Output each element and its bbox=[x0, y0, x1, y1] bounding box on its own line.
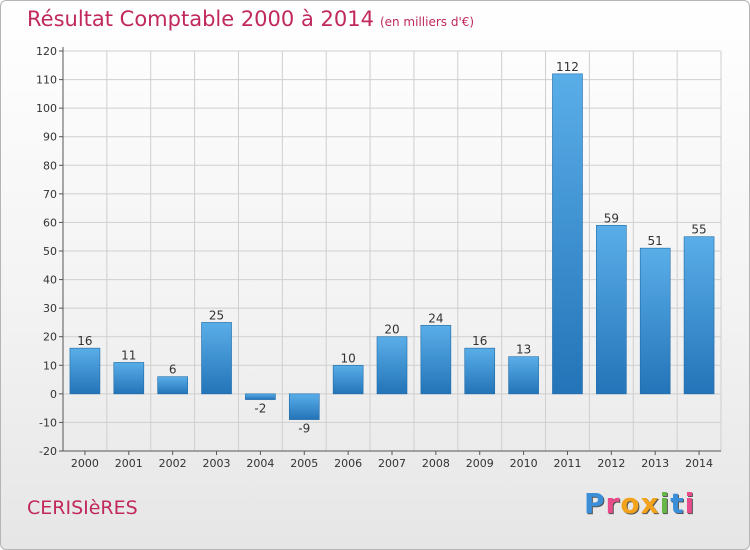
bar-2010 bbox=[508, 356, 539, 395]
value-label: 20 bbox=[384, 323, 399, 337]
bar-2008 bbox=[420, 324, 452, 395]
value-label: -2 bbox=[254, 402, 266, 416]
bar-2006 bbox=[332, 364, 364, 395]
value-label: 16 bbox=[472, 334, 487, 348]
value-label: 55 bbox=[691, 223, 706, 237]
y-tick-label: 120 bbox=[36, 45, 57, 58]
logo-letter: x bbox=[640, 487, 660, 520]
axes bbox=[59, 47, 721, 455]
bar-2004 bbox=[245, 393, 276, 400]
x-tick-label: 2008 bbox=[422, 457, 450, 470]
bar-2000 bbox=[69, 347, 101, 395]
y-tick-label: -20 bbox=[39, 445, 57, 458]
bars bbox=[69, 73, 715, 420]
y-tick-label: 0 bbox=[50, 388, 57, 401]
y-tick-label: 10 bbox=[43, 359, 57, 372]
chart-title-block: Résultat Comptable 2000 à 2014 (en millie… bbox=[27, 7, 474, 31]
y-tick-label: 40 bbox=[43, 274, 57, 287]
bar-2013 bbox=[639, 247, 671, 395]
bar-2005 bbox=[288, 393, 320, 420]
x-tick-label: 2011 bbox=[553, 457, 581, 470]
bar-2003 bbox=[201, 322, 232, 395]
proxiti-logo[interactable]: Proxiti bbox=[584, 487, 695, 520]
value-label: 13 bbox=[516, 343, 531, 357]
x-tick-label: 2000 bbox=[71, 457, 99, 470]
value-label: 24 bbox=[428, 311, 443, 325]
x-tick-label: 2005 bbox=[290, 457, 318, 470]
logo-letter: i bbox=[659, 487, 671, 520]
y-tick-label: 20 bbox=[43, 331, 57, 344]
x-tick-label: 2007 bbox=[378, 457, 406, 470]
y-tick-label: 50 bbox=[43, 245, 57, 258]
y-tick-label: 90 bbox=[43, 131, 57, 144]
y-tick-label: 80 bbox=[43, 159, 57, 172]
x-tick-label: 2003 bbox=[203, 457, 231, 470]
bar-2002 bbox=[157, 376, 188, 395]
logo-letter: P bbox=[584, 487, 606, 520]
y-tick-label: 30 bbox=[43, 302, 57, 315]
logo-letter: t bbox=[670, 487, 685, 520]
logo-letter: i bbox=[684, 487, 696, 520]
x-tick-label: 2013 bbox=[641, 457, 669, 470]
labels: -20 -10 0 10 20 30 40 50 60 70 80 90 100 110 120 16 2000… bbox=[36, 45, 713, 470]
chart-subtitle: (en milliers d'€) bbox=[379, 15, 475, 29]
bar-2007 bbox=[376, 336, 408, 395]
x-tick-label: 2002 bbox=[159, 457, 187, 470]
y-tick-label: -10 bbox=[39, 416, 57, 429]
bar-2009 bbox=[464, 347, 496, 395]
bar-2014 bbox=[683, 236, 715, 395]
x-tick-label: 2004 bbox=[246, 457, 274, 470]
logo-letter: r bbox=[605, 487, 621, 520]
logo-letter: o bbox=[620, 487, 641, 520]
value-label: 59 bbox=[604, 211, 619, 225]
value-label: 51 bbox=[648, 234, 663, 248]
x-tick-label: 2006 bbox=[334, 457, 362, 470]
chart-title: Résultat Comptable 2000 à 2014 bbox=[27, 7, 374, 31]
value-label: 25 bbox=[209, 308, 224, 322]
bar-2011 bbox=[552, 73, 583, 395]
bar-2001 bbox=[113, 362, 145, 395]
y-tick-label: 100 bbox=[36, 102, 57, 115]
x-tick-label: 2014 bbox=[685, 457, 713, 470]
value-label: -9 bbox=[298, 422, 310, 436]
bar-2012 bbox=[596, 224, 627, 395]
value-label: 10 bbox=[340, 351, 355, 365]
commune-name: CERISIèRES bbox=[27, 497, 138, 519]
y-tick-label: 110 bbox=[36, 74, 57, 87]
x-tick-label: 2009 bbox=[466, 457, 494, 470]
x-tick-label: 2001 bbox=[115, 457, 143, 470]
value-label: 112 bbox=[556, 60, 579, 74]
value-label: 16 bbox=[77, 334, 92, 348]
value-label: 6 bbox=[169, 363, 177, 377]
value-label: 11 bbox=[121, 348, 136, 362]
x-tick-label: 2012 bbox=[597, 457, 625, 470]
x-tick-label: 2010 bbox=[510, 457, 538, 470]
y-tick-label: 60 bbox=[43, 216, 57, 229]
y-tick-label: 70 bbox=[43, 188, 57, 201]
